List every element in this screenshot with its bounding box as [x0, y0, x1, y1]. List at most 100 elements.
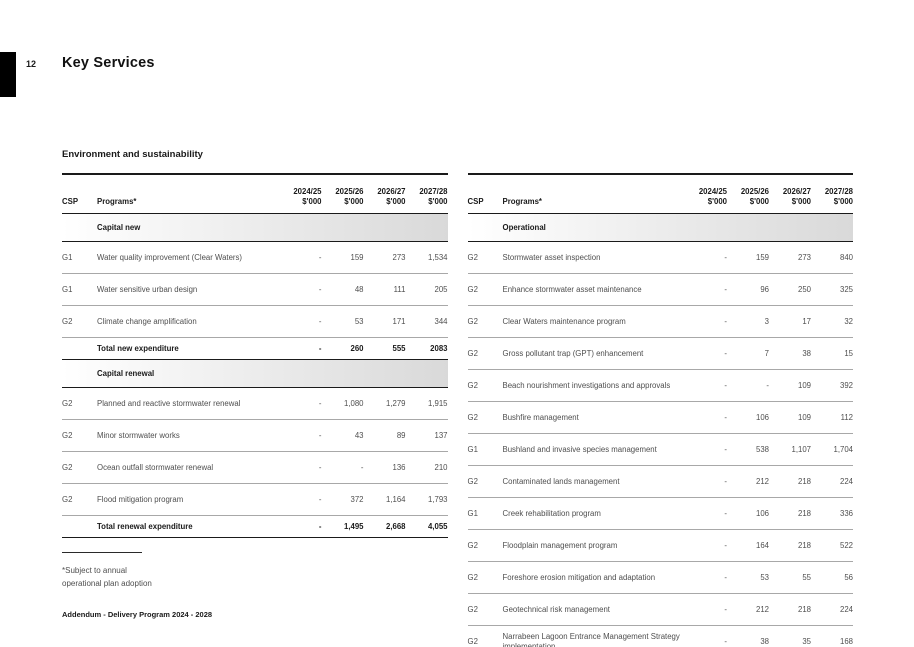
page-number: 12	[26, 59, 37, 69]
value-cell: 1,793	[405, 483, 448, 516]
value-cell: -	[685, 305, 727, 338]
program-cell: Clear Waters maintenance program	[502, 305, 685, 338]
section-header-label: Capital new	[62, 213, 448, 242]
value-cell: 32	[811, 305, 853, 338]
total-label: Total renewal expenditure	[97, 515, 280, 538]
value-cell: 538	[727, 433, 769, 466]
value-cell: -	[279, 483, 322, 516]
value-cell: 840	[811, 241, 853, 274]
program-cell: Geotechnical risk management	[502, 593, 685, 626]
table-row: G1 Creek rehabilitation program -106 218 336	[467, 497, 853, 530]
value-cell: 38	[769, 337, 811, 370]
total-value-cell: 4,055	[405, 515, 448, 538]
table-row: G1 Water sensitive urban design -48 111 205	[62, 273, 448, 306]
value-cell: 53	[321, 305, 364, 338]
total-value-cell: -	[279, 515, 322, 538]
value-cell: 109	[769, 401, 811, 434]
csp-cell	[62, 515, 97, 538]
program-cell: Water sensitive urban design	[97, 273, 280, 306]
csp-cell: G2	[62, 387, 97, 420]
value-cell: 109	[769, 369, 811, 402]
value-cell: -	[279, 387, 322, 420]
total-value-cell: 2083	[405, 337, 448, 360]
value-cell: 273	[769, 241, 811, 274]
total-row: Total new expenditure -260 555 2083	[62, 337, 448, 360]
value-cell: 372	[321, 483, 364, 516]
operational-table: CSP Programs* 2024/25 $'000 2025/26 $'000 2026…	[467, 173, 854, 647]
value-cell: 53	[727, 561, 769, 594]
year-column-header: 2026/27 $'000	[769, 174, 811, 214]
section-header-row: Capital new	[62, 213, 448, 242]
value-cell: 89	[363, 419, 406, 452]
program-cell: Narrabeen Lagoon Entrance Management Str…	[502, 625, 685, 647]
value-cell: 136	[363, 451, 406, 484]
csp-column-header: CSP	[467, 196, 484, 206]
value-cell: -	[279, 419, 322, 452]
table-row: G2 Climate change amplification -53 171 344	[62, 305, 448, 338]
total-value-cell: 1,495	[321, 515, 364, 538]
total-value-cell: 2,668	[363, 515, 406, 538]
program-cell: Enhance stormwater asset maintenance	[502, 273, 685, 306]
value-cell: 218	[769, 593, 811, 626]
program-cell: Minor stormwater works	[97, 419, 280, 452]
table-row: G2 Foreshore erosion mitigation and adapt…	[467, 561, 853, 594]
value-cell: 15	[811, 337, 853, 370]
table-row: G2 Minor stormwater works -43 89 137	[62, 419, 448, 452]
program-cell: Planned and reactive stormwater renewal	[97, 387, 280, 420]
value-cell: -	[685, 369, 727, 402]
value-cell: 336	[811, 497, 853, 530]
capital-works-table-slot: CSP Programs* 2024/25 $'000 2025/26 $'000 2026…	[62, 173, 448, 538]
value-cell: 43	[321, 419, 364, 452]
csp-cell: G2	[467, 241, 503, 274]
total-value-cell: -	[279, 337, 322, 360]
section-header-row: Capital renewal	[62, 359, 448, 388]
value-cell: -	[685, 625, 727, 647]
footnote-line-2: operational plan adoption	[62, 578, 152, 588]
table-row: G2 Bushfire management -106 109 112	[467, 401, 853, 434]
csp-column-header: CSP	[62, 196, 79, 206]
value-cell: 137	[405, 419, 448, 452]
value-cell: -	[685, 241, 727, 274]
value-cell: -	[279, 241, 322, 274]
value-cell: 38	[727, 625, 769, 647]
table-row: G2 Flood mitigation program -372 1,164 1,793	[62, 483, 448, 516]
value-cell: 168	[811, 625, 853, 647]
value-cell: 96	[727, 273, 769, 306]
value-cell: 392	[811, 369, 853, 402]
value-cell: 522	[811, 529, 853, 562]
program-cell: Gross pollutant trap (GPT) enhancement	[502, 337, 685, 370]
year-column-header: 2024/25 $'000	[685, 174, 727, 214]
unit-label: $'000	[833, 196, 853, 206]
value-cell: 212	[727, 593, 769, 626]
unit-label: $'000	[302, 196, 322, 206]
value-cell: -	[685, 529, 727, 562]
program-cell: Climate change amplification	[97, 305, 280, 338]
value-cell: 164	[727, 529, 769, 562]
program-cell: Beach nourishment investigations and app…	[502, 369, 685, 402]
value-cell: -	[279, 451, 322, 484]
table-row: G2 Geotechnical risk management -212 218 224	[467, 593, 853, 626]
value-cell: 205	[405, 273, 448, 306]
table-header-row: CSP Programs* 2024/25 $'000 2025/26 $'000 2026…	[468, 174, 854, 214]
year-label: 2024/25	[293, 187, 322, 196]
csp-cell: G2	[62, 305, 97, 338]
csp-cell: G2	[62, 451, 97, 484]
value-cell: 3	[727, 305, 769, 338]
program-cell: Stormwater asset inspection	[502, 241, 685, 274]
table-row: G2 Gross pollutant trap (GPT) enhancement…	[467, 337, 853, 370]
table-row: G1 Water quality improvement (Clear Water…	[62, 241, 448, 274]
table-row: G2 Narrabeen Lagoon Entrance Management S…	[467, 625, 853, 647]
value-cell: 1,107	[769, 433, 811, 466]
value-cell: 250	[769, 273, 811, 306]
value-cell: 224	[811, 465, 853, 498]
program-cell: Bushland and invasive species management	[502, 433, 685, 466]
value-cell: -	[685, 497, 727, 530]
csp-cell: G2	[467, 529, 503, 562]
value-cell: 56	[811, 561, 853, 594]
unit-label: $'000	[749, 196, 769, 206]
value-cell: 1,915	[405, 387, 448, 420]
csp-cell: G2	[467, 337, 503, 370]
table-row: G2 Ocean outfall stormwater renewal - -136 2…	[62, 451, 448, 484]
value-cell: 210	[405, 451, 448, 484]
csp-cell: G2	[467, 369, 503, 402]
